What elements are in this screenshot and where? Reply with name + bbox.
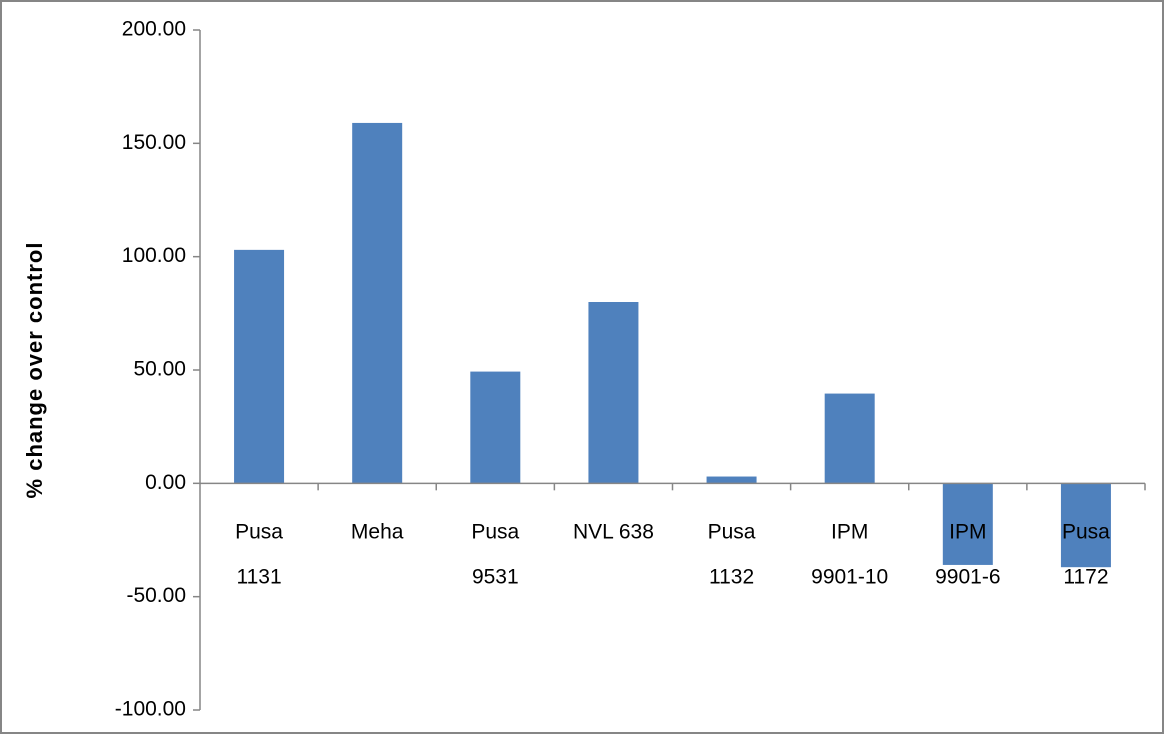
bar: [588, 302, 639, 484]
x-tick-label-line: NVL 638: [573, 520, 654, 543]
y-tick-label: 50.00: [133, 358, 186, 381]
x-tick-label-line: IPM: [949, 520, 986, 543]
x-tick-label-line: 9901-10: [811, 565, 888, 588]
x-tick-label-line: Pusa: [1062, 520, 1110, 543]
y-tick-label: -50.00: [126, 584, 186, 607]
x-tick-label: IPM 9901-6: [935, 520, 1000, 588]
x-tick-label-line: 9901-6: [935, 565, 1000, 588]
x-tick-label-line: Meha: [351, 520, 404, 543]
x-tick-label-line: 9531: [472, 565, 519, 588]
y-tick-label: -100.00: [115, 698, 186, 721]
bar: [470, 371, 521, 484]
x-tick-label-line: Pusa: [471, 520, 519, 543]
y-tick-label: 100.00: [122, 244, 186, 267]
bar: [824, 393, 875, 484]
x-tick-label-line: Pusa: [708, 520, 756, 543]
bar: [706, 476, 757, 484]
x-tick-label-line: IPM: [831, 520, 868, 543]
bar: [942, 483, 993, 565]
x-tick-label-line: 1132: [709, 565, 754, 588]
x-tick-label: Meha: [351, 520, 404, 543]
x-tick-label: Pusa 1132: [708, 520, 756, 588]
x-tick-label: Pusa 1131: [235, 520, 283, 588]
x-tick-label: NVL 638: [573, 520, 654, 543]
y-tick-label: 150.00: [122, 131, 186, 154]
bar: [1060, 483, 1111, 568]
y-tick-label: 0.00: [145, 471, 186, 494]
x-tick-label-line: 1172: [1063, 565, 1108, 588]
bar: [352, 122, 403, 484]
x-tick-label: IPM 9901-10: [811, 520, 888, 588]
x-tick-label: Pusa 1172: [1062, 520, 1110, 588]
y-axis-label: % change over control: [22, 242, 47, 499]
x-tick-label-line: Pusa: [235, 520, 283, 543]
x-tick-label-line: 1131: [236, 565, 281, 588]
bar: [234, 249, 285, 484]
x-tick-label: Pusa 9531: [471, 520, 519, 588]
y-tick-label: 200.00: [122, 18, 186, 41]
